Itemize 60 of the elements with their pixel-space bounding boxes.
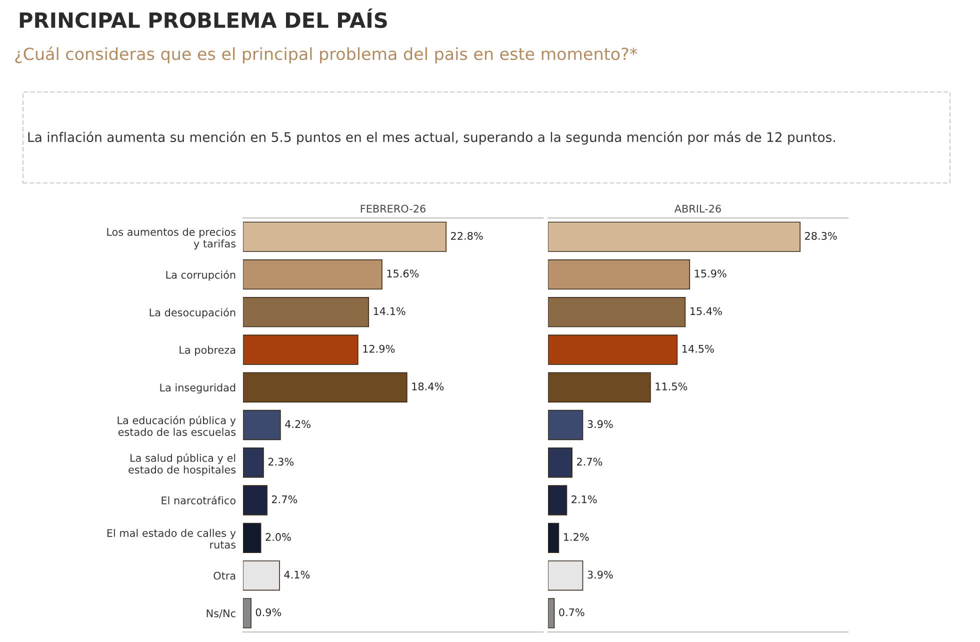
y-tick-label: Los aumentos de precios y tarifas [107, 228, 236, 250]
y-tick-label: El narcotráfico [162, 496, 236, 504]
data-label: 1.2% [564, 533, 589, 541]
data-label: 14.5% [682, 344, 714, 353]
data-label: 15.4% [690, 307, 722, 316]
y-tick-label: El mal estado de calles y rutas [107, 528, 236, 549]
data-label: 2.1% [572, 495, 597, 504]
text: La inflación aumenta su mención en 5.5 puntos en el mes actual, superando a la segunda mención por más de 12 puntos. [28, 131, 835, 145]
bar [243, 448, 264, 478]
data-label: 18.4% [412, 382, 444, 390]
data-label: 14.1% [374, 307, 406, 316]
data-label: 28.3% [805, 232, 837, 240]
bar [243, 560, 280, 591]
bar [548, 598, 555, 628]
y-tick-label: Ns/Nc [206, 610, 236, 618]
data-label: 2.7% [272, 495, 298, 504]
bar [243, 372, 408, 402]
data-label: 0.9% [256, 608, 282, 616]
bar [243, 296, 370, 328]
bar [243, 259, 382, 290]
y-tick-label: La corrupción [166, 270, 236, 281]
data-label: 15.9% [694, 270, 726, 278]
bar [243, 334, 358, 365]
data-label: 2.3% [268, 458, 294, 466]
data-label: 2.7% [576, 458, 602, 466]
bar [243, 222, 447, 252]
chart-title: ABRIL-26 [674, 204, 721, 213]
y-tick-label: La pobreza [180, 346, 236, 356]
bar [548, 448, 572, 478]
data-label: 2.0% [266, 533, 291, 541]
data-label: 4.1% [284, 570, 310, 579]
data-label: 22.8% [451, 232, 483, 240]
bar [548, 410, 584, 440]
bar [243, 410, 281, 440]
data-label: 12.9% [363, 344, 395, 353]
bar [243, 485, 268, 516]
y-tick-label: Otra [214, 572, 236, 580]
data-label: 11.5% [656, 382, 688, 390]
bar [548, 222, 801, 252]
bar [548, 296, 686, 328]
y-tick-label: La educación pública y estado de las escuelas [118, 416, 236, 436]
bar [243, 522, 262, 554]
data-label: 15.6% [387, 270, 419, 278]
chart-title: FEBRERO-26 [360, 204, 426, 213]
bar [548, 334, 678, 365]
y-tick-label: La desocupación [150, 308, 236, 318]
data-label: 3.9% [588, 570, 613, 579]
bar [548, 259, 690, 290]
bar [548, 560, 584, 591]
bar [243, 598, 252, 628]
data-label: 4.2% [285, 420, 310, 428]
text: ¿Cuál consideras que es el principal problema del pais en este momento?* [15, 46, 638, 64]
data-label: 3.9% [588, 420, 613, 428]
bar [548, 522, 560, 554]
bar [548, 485, 568, 516]
text: PRINCIPAL PROBLEMA DEL PAÍS [20, 8, 387, 28]
data-label: 0.7% [559, 608, 584, 616]
bar [548, 372, 651, 402]
y-tick-label: La inseguridad [160, 383, 236, 394]
y-tick-label: La salud pública y el estado de hospitales [128, 453, 236, 476]
